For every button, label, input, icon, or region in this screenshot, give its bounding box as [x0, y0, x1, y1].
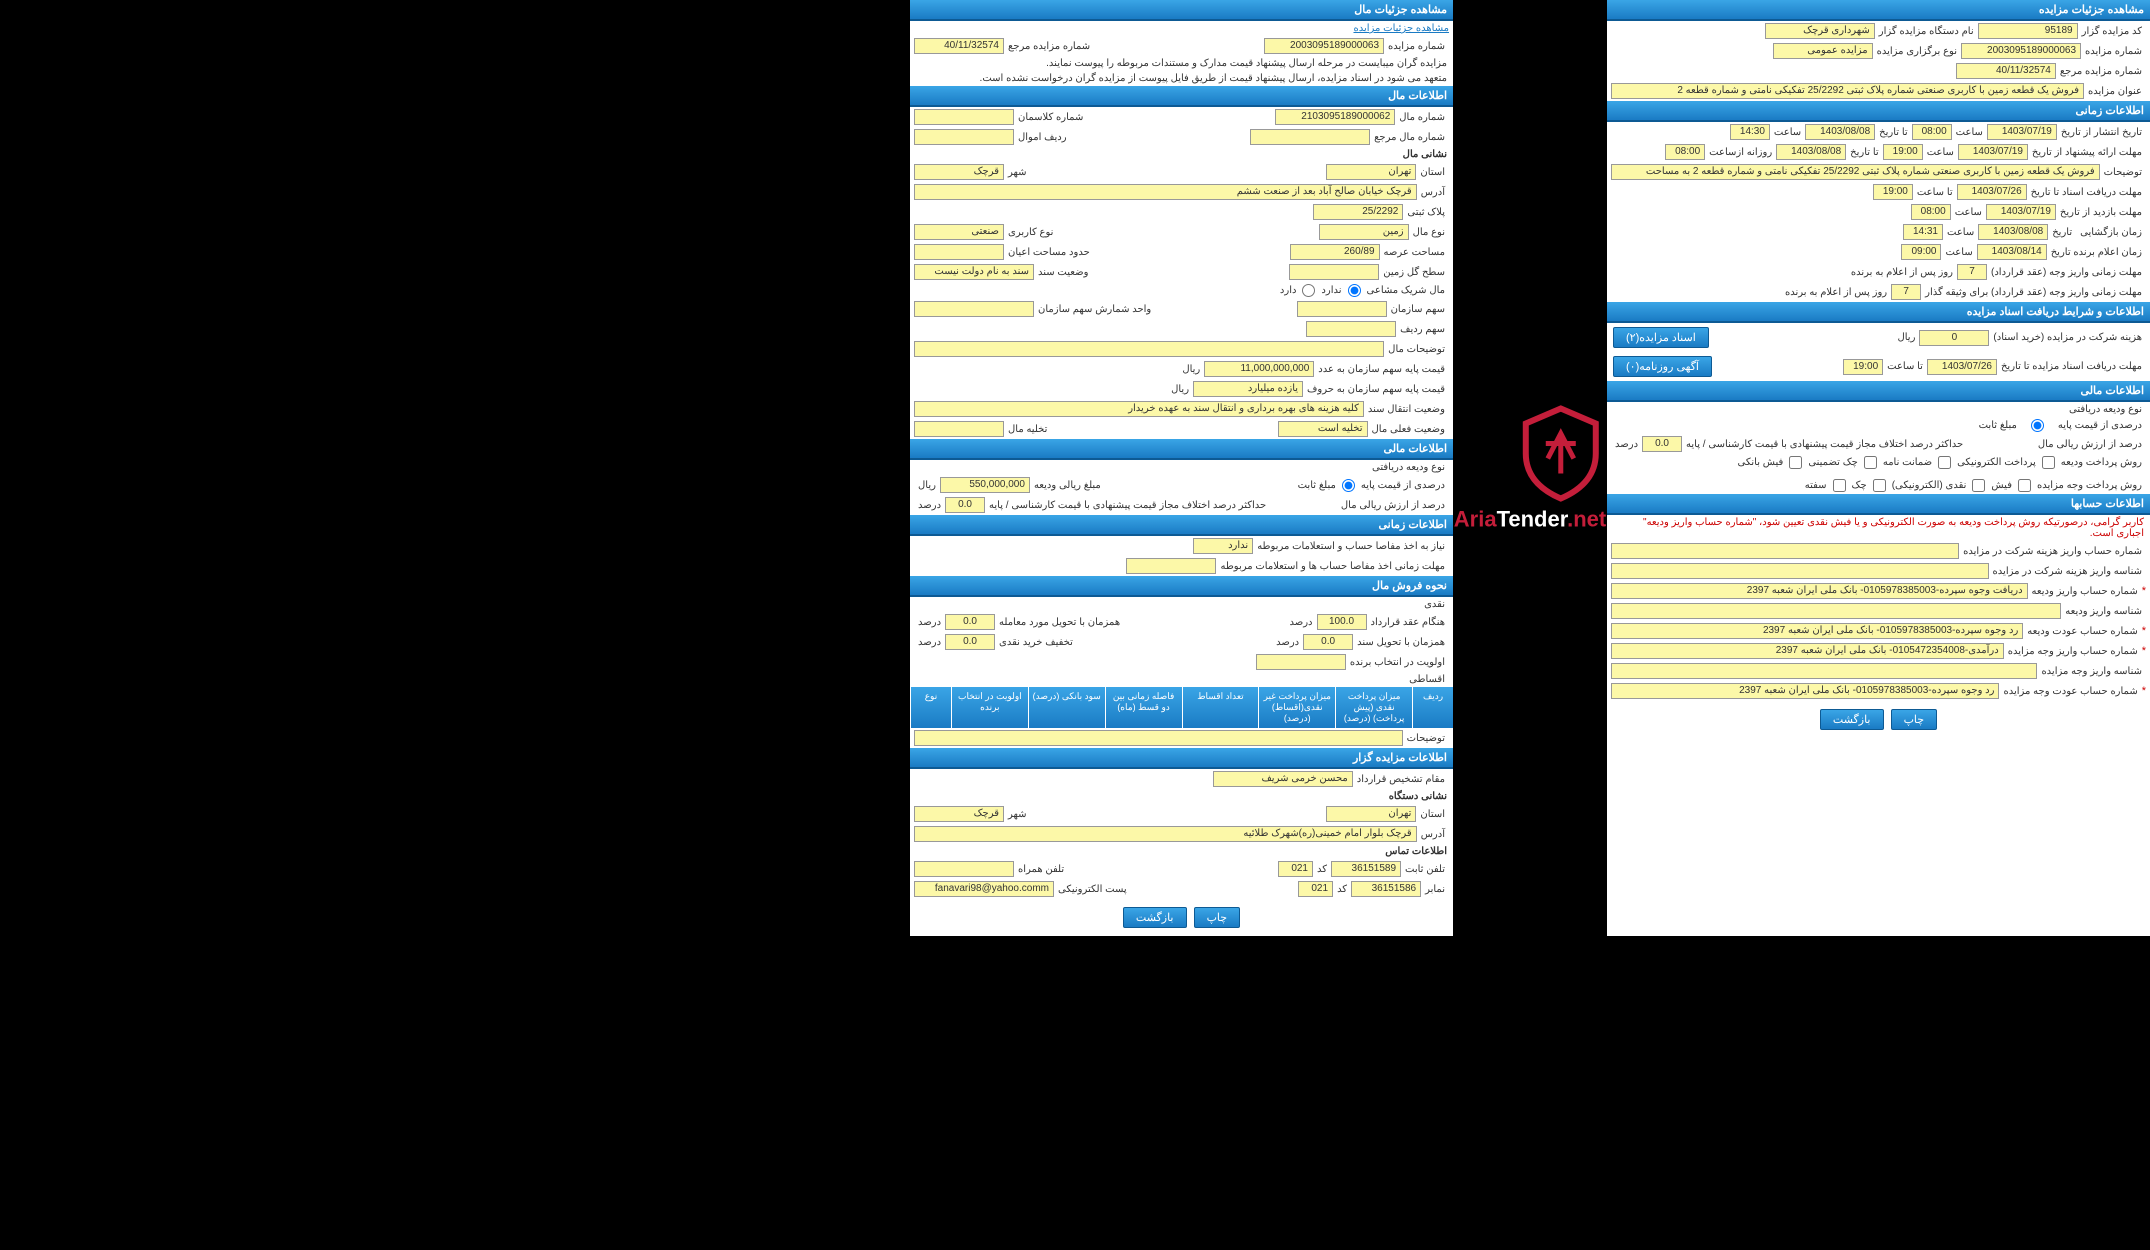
- sec-time-info: اطلاعات زمانی: [1607, 101, 2150, 122]
- radio-has-share[interactable]: [1302, 284, 1315, 297]
- val-ref: 40/11/32574: [1956, 63, 2056, 79]
- lbl-type: نوع برگزاری مزایده: [1873, 46, 1961, 57]
- sec-financial: اطلاعات مالی: [1607, 381, 2150, 402]
- view-auction-link[interactable]: مشاهده جزئیات مزایده: [1353, 23, 1449, 34]
- val-subj: فروش یک قطعه زمین با کاربری صنعتی شماره …: [1611, 83, 2084, 99]
- sec-financial-left: اطلاعات مالی: [910, 439, 1453, 460]
- sec-auction-details: مشاهده جزئیات مزایده: [1607, 0, 2150, 21]
- val-num: 2003095189000063: [1961, 43, 2081, 59]
- left-panel: مشاهده جزئیات مال مشاهده جزئیات مزایده ش…: [910, 0, 1453, 936]
- chk-elec[interactable]: [2042, 456, 2055, 469]
- logo: AriaTender.net: [1454, 404, 1606, 533]
- lbl-pub: تاریخ انتشار از تاریخ: [2057, 127, 2146, 138]
- sec-doc-conditions: اطلاعات و شرایط دریافت اسناد مزایده: [1607, 302, 2150, 323]
- lbl-desc: توضیحات: [2100, 167, 2146, 178]
- sec-property-info: اطلاعات مال: [910, 86, 1453, 107]
- radio-fixed-left[interactable]: [1342, 479, 1355, 492]
- val-code: 95189: [1978, 23, 2078, 39]
- lbl-subj: عنوان مزایده: [2084, 86, 2146, 97]
- sec-accounts: اطلاعات حسابها: [1607, 494, 2150, 515]
- sec-property-details: مشاهده جزئیات مال: [910, 0, 1453, 21]
- chk-check[interactable]: [1864, 456, 1877, 469]
- lbl-code: کد مزایده گزار: [2078, 26, 2146, 37]
- sec-auctioneer-info: اطلاعات مزایده گزار: [910, 748, 1453, 769]
- back-button-left[interactable]: بازگشت: [1123, 907, 1187, 928]
- sec-sale-method: نحوه فروش مال: [910, 576, 1453, 597]
- right-margin: [0, 0, 910, 936]
- newspaper-button[interactable]: آگهی روزنامه(٠): [1613, 356, 1712, 377]
- val-org: شهرداری قرچک: [1765, 23, 1875, 39]
- chk-f-check[interactable]: [1873, 479, 1886, 492]
- radio-fixed[interactable]: [2031, 419, 2044, 432]
- shield-icon: [1516, 404, 1606, 504]
- docs-button[interactable]: اسناد مزایده(٢): [1613, 327, 1709, 348]
- logo-text: AriaTender.net: [1454, 507, 1606, 533]
- print-button[interactable]: چاپ: [1891, 709, 1938, 730]
- chk-f-cash[interactable]: [1972, 479, 1985, 492]
- lbl-prop: مهلت ارائه پیشنهاد از تاریخ: [2028, 147, 2146, 158]
- chk-f-safte[interactable]: [1833, 479, 1846, 492]
- val-type: مزایده عمومی: [1773, 43, 1873, 59]
- installment-table-header: ردیف میزان پرداخت نقدی (پیش پرداخت) (درص…: [910, 687, 1453, 728]
- accounts-warning: کاربر گرامی، درصورتیکه روش پرداخت ودیعه …: [1607, 515, 2150, 541]
- chk-zaman[interactable]: [1938, 456, 1951, 469]
- radio-no-share[interactable]: [1348, 284, 1361, 297]
- sec-time-left: اطلاعات زمانی: [910, 515, 1453, 536]
- center-spacer: AriaTender.net: [1453, 0, 1607, 936]
- lbl-num: شماره مزایده: [2081, 46, 2146, 57]
- chk-fish[interactable]: [1789, 456, 1802, 469]
- right-panel: مشاهده جزئیات مزایده کد مزایده گزار 9518…: [1607, 0, 2150, 936]
- lbl-org: نام دستگاه مزایده گزار: [1875, 26, 1978, 37]
- back-button[interactable]: بازگشت: [1820, 709, 1884, 730]
- chk-f-fish[interactable]: [2018, 479, 2031, 492]
- print-button-left[interactable]: چاپ: [1194, 907, 1241, 928]
- lbl-ref: شماره مزایده مرجع: [2056, 66, 2146, 77]
- val-pub-from: 1403/07/19: [1987, 124, 2057, 140]
